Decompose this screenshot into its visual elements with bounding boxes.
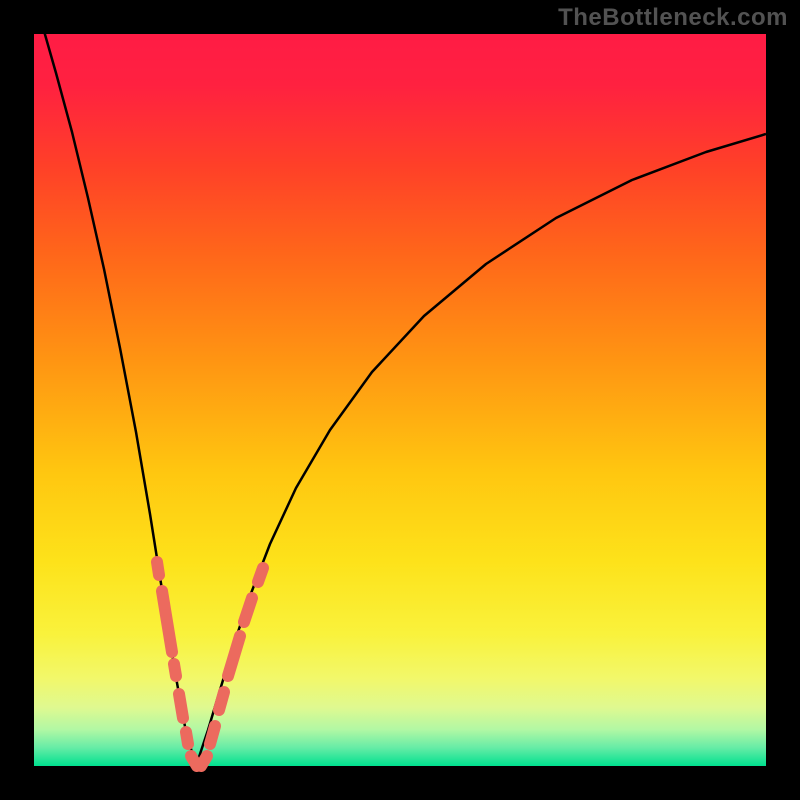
gradient-background: [34, 34, 766, 766]
watermark-text: TheBottleneck.com: [558, 4, 788, 32]
bottleneck-chart: [0, 0, 800, 800]
